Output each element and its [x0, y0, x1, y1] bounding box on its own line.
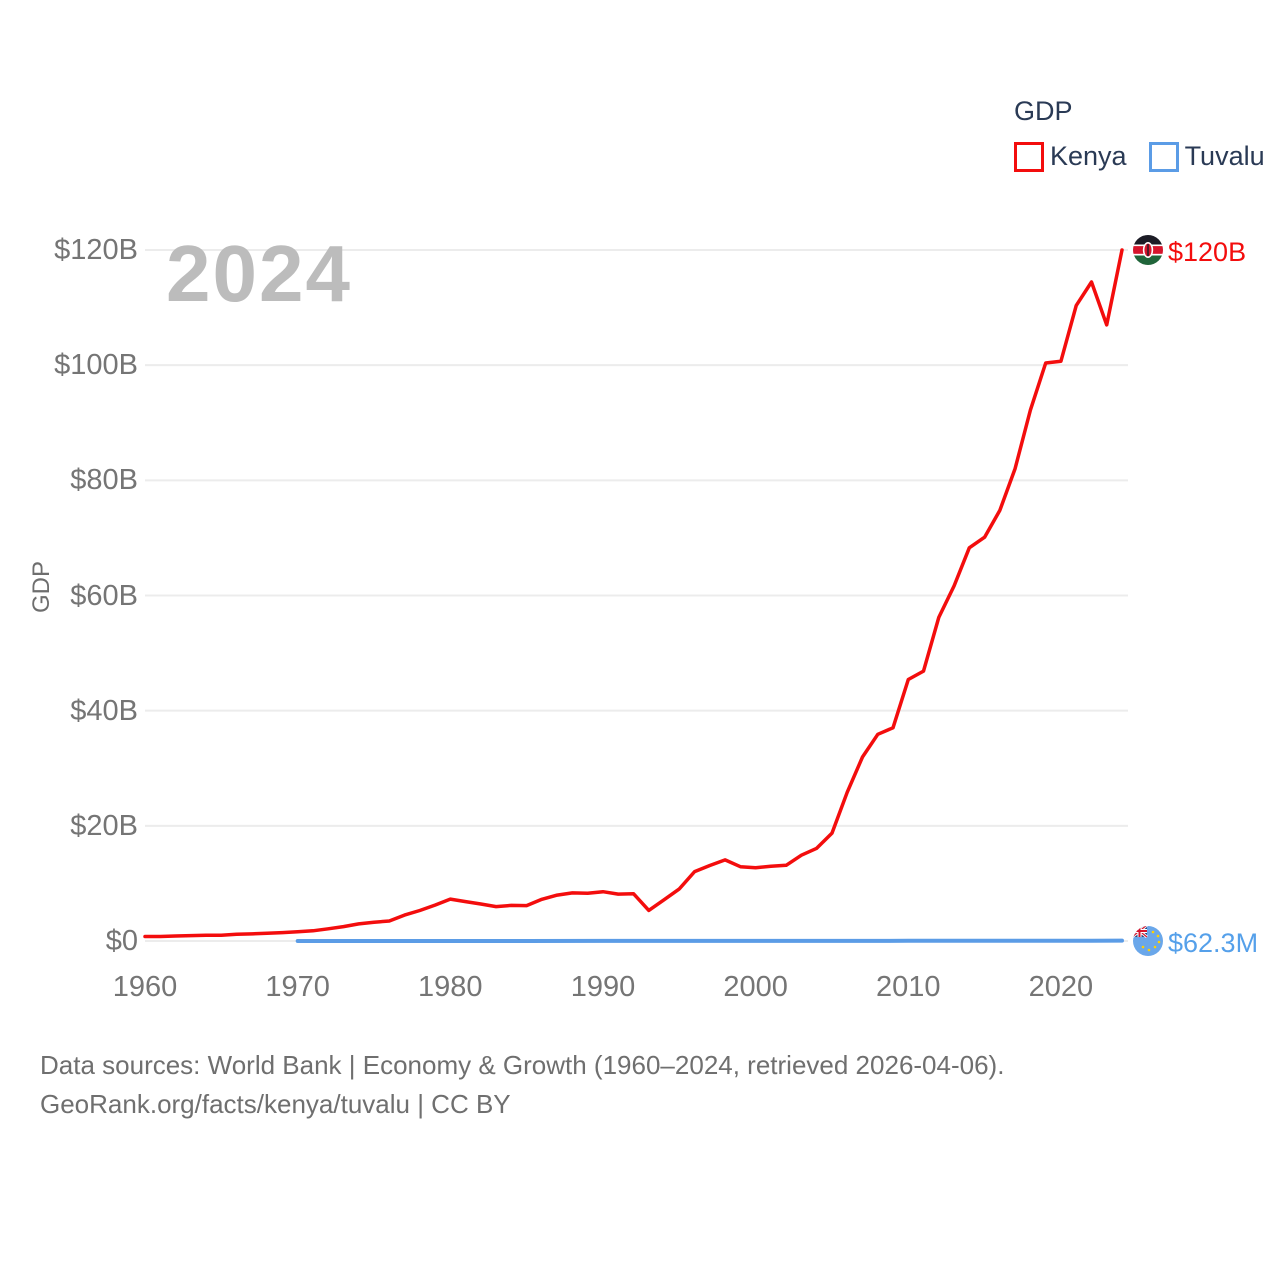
y-tick-label: $40B — [70, 694, 138, 727]
y-tick-label: $20B — [70, 809, 138, 842]
footer-line-1: Data sources: World Bank | Economy & Gro… — [40, 1050, 1005, 1080]
year-watermark: 2024 — [166, 229, 352, 318]
legend-title: GDP — [1014, 96, 1073, 126]
y-tick-label: $0 — [105, 925, 138, 957]
x-tick-label: 2000 — [723, 971, 788, 1003]
kenya-end-value-label: $120B — [1168, 237, 1247, 267]
x-tick-label: 1960 — [112, 971, 178, 1003]
legend: GDP Kenya Tuvalu — [1014, 96, 1265, 172]
x-tick-label: 1970 — [265, 971, 330, 1003]
footer-line-2: GeoRank.org/facts/kenya/tuvalu | CC BY — [40, 1089, 511, 1119]
tuvalu-flag-icon — [1133, 926, 1163, 956]
legend-item-label: Tuvalu — [1184, 141, 1265, 171]
legend-item-kenya[interactable]: Kenya — [1014, 141, 1127, 172]
x-tick-label: 1980 — [418, 971, 483, 1003]
x-tick-label: 2020 — [1028, 971, 1094, 1003]
y-tick-label: $120B — [54, 234, 138, 266]
x-tick-label: 2010 — [876, 971, 941, 1003]
legend-item-tuvalu[interactable]: Tuvalu — [1148, 141, 1265, 172]
x-tick-label: 1990 — [570, 971, 636, 1003]
tuvalu-swatch-icon — [1148, 141, 1179, 172]
y-tick-label: $80B — [70, 464, 138, 497]
tuvalu-end-value-label: $62.3M — [1168, 928, 1259, 958]
y-tick-label: $60B — [70, 579, 138, 612]
y-tick-label: $100B — [54, 349, 138, 382]
legend-items: Kenya Tuvalu — [1014, 141, 1265, 172]
data-sources-footer: Data sources: World Bank | Economy & Gro… — [40, 1046, 1004, 1124]
kenya-swatch-icon — [1014, 141, 1044, 172]
series-line-kenya[interactable] — [143, 248, 1124, 939]
kenya-flag-icon — [1133, 235, 1163, 265]
legend-item-label: Kenya — [1050, 141, 1127, 171]
